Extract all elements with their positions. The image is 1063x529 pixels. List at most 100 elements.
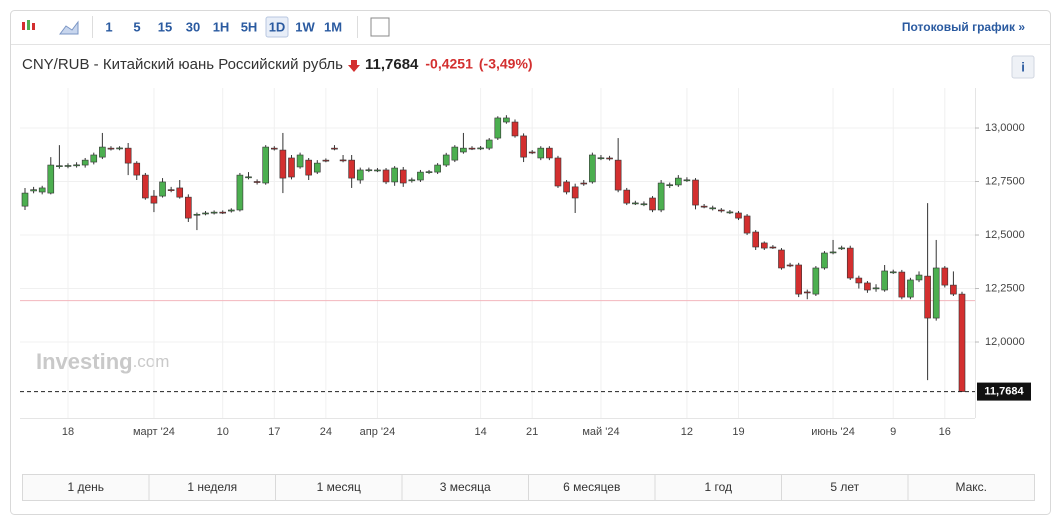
candle-body [580, 182, 588, 185]
range-button[interactable]: 6 месяцев [563, 480, 620, 494]
candle-body [73, 164, 80, 167]
price: 11,7684 [365, 56, 419, 73]
candle-body [356, 169, 364, 181]
candle-body [838, 247, 845, 250]
candle-body [202, 212, 209, 215]
candle-body [606, 157, 613, 160]
candle-body [279, 149, 287, 179]
info-label[interactable]: i [1021, 59, 1025, 74]
candle-body [881, 270, 888, 291]
candle-body [640, 203, 648, 206]
interval[interactable]: 1W [295, 19, 315, 34]
x-tick-label: июнь '24 [811, 426, 855, 438]
candle-body [726, 211, 734, 214]
candle-body [864, 282, 871, 291]
x-tick-label: 17 [268, 426, 280, 438]
candle-body [305, 159, 312, 176]
range-button[interactable]: 3 месяца [440, 480, 491, 494]
frame [10, 10, 1051, 515]
interval[interactable]: 1D [269, 19, 286, 34]
candle-body [571, 186, 579, 199]
candle-body [417, 171, 424, 181]
candle-body [391, 167, 398, 183]
candle-body [932, 267, 940, 319]
candle-body [700, 205, 708, 208]
candle-body [632, 202, 639, 205]
candle-body [485, 139, 493, 149]
x-tick-label: 18 [62, 426, 74, 438]
interval[interactable]: 30 [186, 19, 200, 34]
candle-body [735, 212, 742, 219]
candle-body [288, 157, 295, 178]
candle-body [185, 196, 192, 219]
candle-body [451, 146, 459, 161]
y-tick-label: 13,0000 [985, 122, 1025, 134]
candle-body [649, 197, 656, 211]
candle-body [253, 181, 261, 183]
interval[interactable]: 1H [213, 19, 230, 34]
candle-body [803, 291, 811, 294]
x-tick-label: 24 [320, 426, 332, 438]
range-button[interactable]: 1 месяц [317, 480, 361, 494]
y-tick-label: 12,0000 [985, 336, 1025, 348]
range-button[interactable]: 1 неделя [187, 480, 237, 494]
x-tick-label: 19 [732, 426, 744, 438]
candle-body [915, 274, 923, 281]
candle-body [503, 117, 510, 123]
candle-body [769, 246, 777, 249]
y-tick-label: 12,7500 [985, 175, 1025, 187]
candle-body [778, 249, 785, 269]
candle-body [219, 211, 227, 214]
candle-body [374, 169, 381, 172]
candle-body [812, 267, 820, 295]
candle-body [176, 187, 184, 198]
range-button[interactable]: 1 день [67, 480, 104, 494]
candle-body [99, 146, 106, 158]
range-button[interactable]: 1 год [704, 480, 732, 494]
interval[interactable]: 15 [158, 19, 172, 34]
interval[interactable]: 1M [324, 19, 342, 34]
interval[interactable]: 5H [241, 19, 258, 34]
candle-body [365, 169, 373, 172]
candle-body [494, 117, 502, 139]
interval[interactable]: 1 [105, 19, 112, 34]
range-button[interactable]: 5 лет [830, 480, 859, 494]
candle-body [399, 169, 407, 184]
candle-body [236, 174, 244, 211]
candle-body [546, 147, 553, 159]
y-tick-label: 12,2500 [985, 282, 1025, 294]
last-price-box [977, 382, 1031, 401]
x-tick-label: 16 [939, 426, 951, 438]
candle-body [107, 147, 115, 150]
candle-body [159, 181, 166, 197]
settings-icon[interactable] [370, 17, 390, 37]
candle-icon[interactable] [22, 20, 35, 30]
candle-body [666, 184, 674, 187]
range-button[interactable]: Макс. [955, 480, 987, 494]
x-tick-label: апр '24 [360, 426, 396, 438]
candle-body [958, 293, 966, 392]
candle-body [167, 189, 175, 191]
candle-body [348, 159, 355, 179]
candle-body [408, 179, 416, 182]
candle-body [322, 159, 330, 162]
x-tick-label: май '24 [582, 426, 619, 438]
x-tick-label: 10 [217, 426, 229, 438]
candle-body [520, 135, 527, 158]
candle-body [245, 176, 252, 179]
area-icon[interactable] [59, 20, 79, 35]
streaming-link[interactable]: Потоковый график » [902, 20, 1025, 34]
interval[interactable]: 5 [133, 19, 140, 34]
info-button[interactable] [1011, 55, 1035, 79]
candle-body [434, 164, 441, 173]
candle-body [47, 164, 55, 194]
candle-body [563, 181, 570, 193]
candle-body [210, 211, 218, 214]
instrument: CNY/RUB - Китайский юань Российский рубл… [22, 56, 343, 73]
down-arrow [347, 60, 360, 72]
candle-body [64, 165, 72, 167]
candle-body [477, 147, 484, 150]
interval-active [265, 16, 289, 38]
